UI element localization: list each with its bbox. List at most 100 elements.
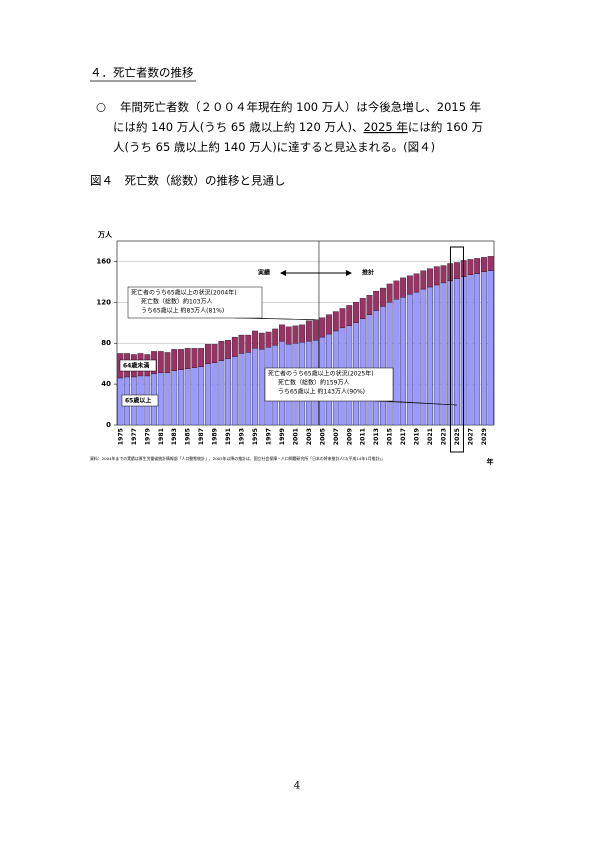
bar-segment: [252, 330, 258, 349]
callout-pointer: [374, 400, 457, 406]
x-tick-label: 1977: [131, 428, 138, 445]
x-tick-label: 2001: [292, 428, 299, 445]
bar-segment: [225, 358, 231, 426]
bar-segment: [332, 311, 339, 332]
x-tick-label: 2011: [360, 428, 367, 445]
text: 年間死亡者数（２００４年現在約 100 万人）は今後急増し、2015 年: [120, 100, 481, 114]
bar-segment: [272, 328, 279, 346]
bar-segment: [211, 344, 218, 363]
x-tick-label: 2019: [414, 428, 421, 445]
bar-segment: [258, 332, 265, 350]
bar-segment: [413, 273, 420, 293]
heading: ４．死亡者数の推移: [90, 66, 194, 80]
bar-segment: [480, 271, 487, 426]
x-unit: 年: [487, 457, 494, 466]
bar-segment: [380, 287, 386, 307]
bar-segment: [427, 286, 433, 426]
bar-segment: [339, 308, 346, 329]
bar-segment: [245, 334, 252, 353]
bar-segment: [420, 270, 427, 290]
bar-segment: [454, 278, 460, 426]
bar-segment: [433, 266, 440, 286]
bar-segment: [231, 336, 238, 357]
bar-segment: [184, 348, 191, 369]
x-tick-label: 1985: [185, 428, 192, 445]
bar-segment: [474, 273, 481, 426]
bar-segment: [245, 352, 252, 426]
x-tick-label: 1995: [252, 428, 259, 445]
bar-segment: [258, 349, 265, 426]
bar-segment: [204, 363, 211, 426]
bar-segment: [198, 366, 205, 426]
bar-segment: [359, 298, 366, 319]
bar-segment: [346, 305, 353, 326]
bar-segment: [198, 348, 205, 367]
bar-segment: [474, 258, 481, 274]
x-tick-label: 1983: [171, 428, 178, 445]
x-tick-label: 2017: [400, 428, 407, 445]
text: 人(うち 65 歳以上約 140 万人)に達すると見込まれる。(図４): [113, 140, 435, 154]
bar-segment: [406, 275, 413, 295]
bar-segment: [373, 290, 380, 311]
x-tick-label: 2003: [306, 428, 313, 445]
x-tick-label: 1999: [279, 428, 286, 445]
x-tick-label: 1991: [225, 428, 232, 445]
callout-text: 死亡数（総数）約159万人: [278, 379, 349, 387]
x-tick-label: 2015: [387, 428, 394, 445]
legend-box: [121, 394, 159, 407]
x-tick-label: 2005: [319, 428, 326, 445]
x-tick-label: 1993: [239, 428, 246, 445]
legend-label: 65歳以上: [125, 396, 151, 404]
bar-segment: [413, 291, 420, 426]
x-tick-label: 1987: [198, 428, 205, 445]
figure-caption: 図４ 死亡数（総数）の推移と見通し: [90, 174, 286, 188]
bar-segment: [231, 356, 238, 426]
bar-segment: [366, 295, 373, 315]
x-tick-label: 2007: [333, 428, 340, 445]
bar-segment: [353, 302, 359, 323]
bar-segment: [204, 344, 211, 364]
bar-segment: [487, 270, 494, 426]
bar-segment: [265, 331, 272, 348]
annotation: 推計: [362, 269, 374, 277]
bar-segment: [386, 302, 393, 426]
x-tick-label: 2013: [373, 428, 380, 445]
underlined-text: 2025 年: [363, 120, 407, 134]
bar-segment: [326, 314, 332, 335]
bar-segment: [178, 369, 184, 426]
bar-segment: [312, 319, 319, 341]
legend-label: 64歳未満: [123, 361, 149, 369]
chart: 0 40 80 120 160 1975 1977 1979 1981 1983 1985 1987 1…: [96, 240, 495, 453]
bar-segment: [393, 280, 400, 300]
bar-segment: [386, 283, 393, 303]
bar-segment: [238, 353, 245, 426]
highlight-box: [449, 246, 464, 453]
callout-box: [127, 286, 263, 319]
x-tick-label: 2021: [427, 428, 434, 445]
x-tick-label: 2027: [467, 428, 474, 445]
x-tick-label: 2023: [441, 428, 448, 445]
bar-segment: [252, 348, 258, 426]
bar-segment: [157, 351, 164, 374]
bar-segment: [299, 324, 306, 343]
y-tick-label: 160: [96, 257, 111, 265]
text: には約 160 万: [408, 120, 483, 134]
callout-text: うち65歳以上 約143万人(90%): [278, 388, 365, 396]
annotation: 実績: [258, 269, 270, 277]
callout-box: [264, 367, 394, 402]
bar-segment: [238, 334, 245, 354]
callout-text: 死亡者のうち65歳以上の状況(2025年): [268, 370, 374, 378]
bar-segment: [171, 370, 178, 426]
bar-segment: [400, 297, 407, 426]
bar-segment: [225, 340, 231, 359]
x-tick-label: 1989: [212, 428, 219, 445]
bar-segment: [164, 372, 171, 426]
bar-segment: [400, 277, 407, 298]
y-tick-label: 80: [101, 339, 111, 347]
callout-text: 死亡者のうち65歳以上の状況(2004年): [131, 289, 237, 297]
bar-segment: [393, 299, 400, 426]
bar-segment: [285, 326, 292, 345]
y-unit: 万人: [97, 230, 113, 239]
